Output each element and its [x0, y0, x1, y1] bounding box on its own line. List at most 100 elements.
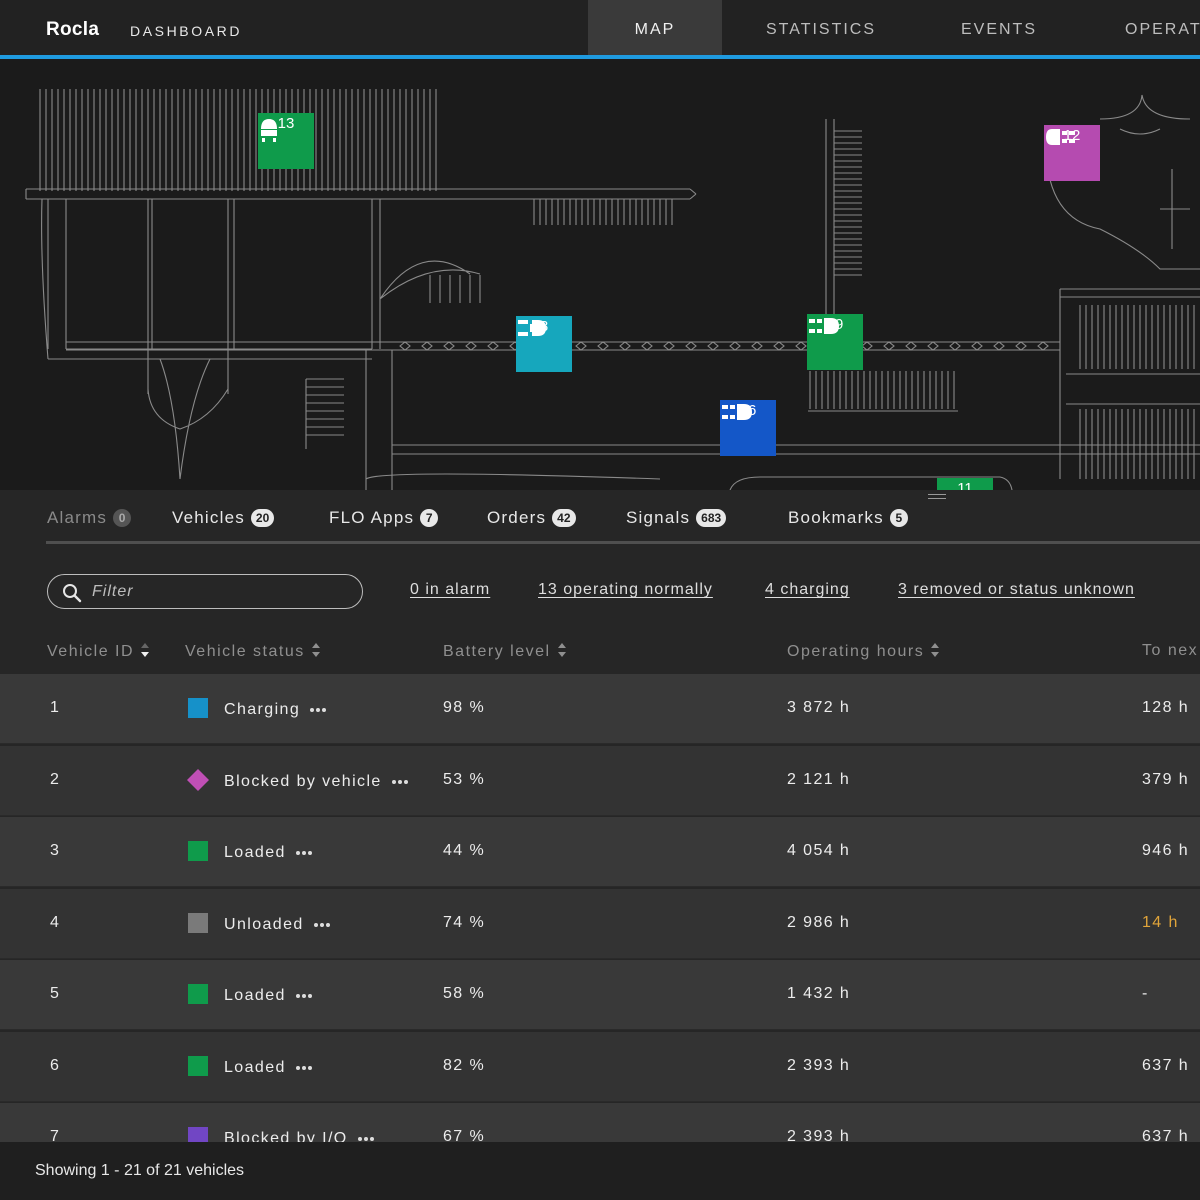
rocla-logo[interactable]: Rocla — [46, 19, 100, 40]
tab-label: Orders — [487, 508, 547, 527]
tab-vehicles[interactable]: Vehicles 20 — [172, 508, 275, 528]
tab-bookmarks[interactable]: Bookmarks 5 — [788, 508, 908, 528]
battery-level: 82 % — [443, 1056, 486, 1074]
column-label: Vehicle status — [185, 643, 305, 660]
count-badge: 7 — [420, 509, 439, 527]
active-tab-accent — [0, 55, 1200, 59]
map-view[interactable]: 13 12 8 19 16 — [0, 59, 1200, 490]
vehicle-status-cell: Loaded — [224, 842, 314, 862]
vehicle-marker-label: 12 — [1063, 127, 1081, 144]
table-row[interactable]: 5 Loaded 58 % 1 432 h - — [0, 960, 1200, 1030]
pagination-summary: Showing 1 - 21 of 21 vehicles — [35, 1162, 245, 1179]
table-row[interactable]: 3 Loaded 44 % 4 054 h 946 h — [0, 817, 1200, 887]
vehicle-marker-16[interactable]: 16 — [720, 400, 776, 456]
count-badge: 0 — [113, 509, 132, 527]
filter-charging-link[interactable]: 4 charging — [765, 581, 850, 598]
vehicle-id: 7 — [50, 1128, 61, 1142]
operating-hours: 2 986 h — [787, 913, 851, 931]
filter-input[interactable] — [92, 582, 342, 602]
table-footer: Showing 1 - 21 of 21 vehicles — [0, 1142, 1200, 1200]
to-next-service: 128 h — [1142, 699, 1190, 716]
tab-events[interactable]: EVENTS — [960, 21, 1037, 38]
more-options-icon[interactable] — [313, 914, 332, 932]
tab-label: FLO Apps — [329, 508, 415, 527]
tab-statistics[interactable]: STATISTICS — [765, 21, 877, 38]
table-row[interactable]: 4 Unloaded 74 % 2 986 h 14 h — [0, 888, 1200, 959]
count-badge: 5 — [889, 509, 908, 527]
status-square-icon — [188, 1127, 208, 1142]
to-next-service: 637 h — [1142, 1056, 1190, 1074]
more-options-icon[interactable] — [391, 771, 410, 789]
operating-hours: 2 393 h — [787, 1056, 851, 1074]
column-header-vehicle-id[interactable]: Vehicle ID — [47, 642, 150, 661]
filter-removed-unknown-link[interactable]: 3 removed or status unknown — [898, 581, 1135, 598]
filter-operating-normally-link[interactable]: 13 operating normally — [538, 581, 713, 598]
column-header-operating-hours[interactable]: Operating hours — [787, 642, 940, 661]
tab-divider — [46, 541, 1200, 544]
route-layout — [25, 89, 1200, 490]
to-next-service: 946 h — [1142, 842, 1190, 859]
vehicle-status: Charging — [224, 701, 301, 718]
table-row[interactable]: 1 Charging 98 % 3 872 h 128 h — [0, 674, 1200, 744]
vehicle-marker-8[interactable]: 8 — [516, 316, 572, 372]
more-options-icon[interactable] — [295, 1057, 314, 1075]
tab-label: Vehicles — [172, 508, 245, 527]
more-options-icon[interactable] — [357, 1128, 376, 1142]
battery-level: 44 % — [443, 842, 486, 859]
tab-orders[interactable]: Orders 42 — [487, 508, 576, 528]
vehicle-marker-12[interactable]: 12 — [1044, 125, 1100, 181]
column-label: Battery level — [443, 643, 551, 660]
tab-operations[interactable]: OPERAT — [1125, 21, 1200, 38]
vehicle-marker-13[interactable]: 13 — [258, 113, 314, 169]
vehicle-id: 5 — [50, 985, 61, 1002]
sort-descending-icon — [141, 643, 150, 657]
tab-alarms[interactable]: Alarms 0 — [47, 508, 132, 528]
vehicle-marker-19[interactable]: 19 — [807, 314, 863, 370]
vehicle-id: 6 — [50, 1056, 61, 1074]
operating-hours: 2 393 h — [787, 1128, 851, 1142]
vehicle-marker-11[interactable]: 11 — [937, 478, 993, 490]
more-options-icon[interactable] — [295, 842, 314, 860]
operating-hours: 1 432 h — [787, 985, 851, 1002]
vehicle-status-cell: Blocked by I/O — [224, 1128, 376, 1142]
status-square-icon — [188, 984, 208, 1004]
sort-icon — [557, 643, 566, 657]
table-row[interactable]: 6 Loaded 82 % 2 393 h 637 h — [0, 1031, 1200, 1102]
column-header-vehicle-status[interactable]: Vehicle status — [185, 642, 321, 661]
vehicle-status-cell: Unloaded — [224, 914, 332, 934]
vehicle-id: 3 — [50, 842, 61, 859]
battery-level: 58 % — [443, 985, 486, 1002]
search-icon — [63, 584, 82, 603]
operating-hours: 2 121 h — [787, 770, 851, 788]
tab-flo-apps[interactable]: FLO Apps 7 — [329, 508, 439, 528]
filter-in-alarm-link[interactable]: 0 in alarm — [410, 581, 491, 598]
forklift-side-icon — [518, 320, 546, 336]
table-row[interactable]: 7 Blocked by I/O 67 % 2 393 h 637 h — [0, 1103, 1200, 1142]
to-next-service: 637 h — [1142, 1128, 1190, 1142]
table-row[interactable]: 2 Blocked by vehicle 53 % 2 121 h 379 h — [0, 745, 1200, 816]
operating-hours: 4 054 h — [787, 842, 851, 859]
column-header-battery-level[interactable]: Battery level — [443, 642, 567, 661]
battery-level: 53 % — [443, 770, 486, 788]
to-next-service: - — [1142, 985, 1149, 1002]
vehicle-status: Loaded — [224, 987, 286, 1004]
panel-resize-handle[interactable] — [928, 494, 946, 499]
tab-map[interactable]: MAP — [588, 0, 722, 55]
vehicle-status-cell: Loaded — [224, 985, 314, 1005]
forklift-side-icon — [1046, 129, 1075, 145]
tab-label: Alarms — [47, 508, 108, 527]
status-square-icon — [188, 698, 208, 718]
tab-signals[interactable]: Signals 683 — [626, 508, 727, 528]
to-next-service: 379 h — [1142, 770, 1190, 788]
battery-level: 98 % — [443, 699, 486, 716]
operating-hours: 3 872 h — [787, 699, 851, 716]
more-options-icon[interactable] — [295, 985, 314, 1003]
status-square-icon — [188, 841, 208, 861]
vehicles-table-body: 1 Charging 98 % 3 872 h 128 h 2 Blocked by veh… — [0, 674, 1200, 1142]
to-next-service: 14 h — [1142, 913, 1179, 931]
column-header-to-next-service[interactable]: To nex — [1142, 642, 1198, 660]
filter-box — [47, 574, 363, 609]
vehicle-status: Blocked by vehicle — [224, 772, 382, 790]
more-options-icon[interactable] — [310, 699, 328, 717]
status-diamond-icon — [187, 768, 209, 791]
